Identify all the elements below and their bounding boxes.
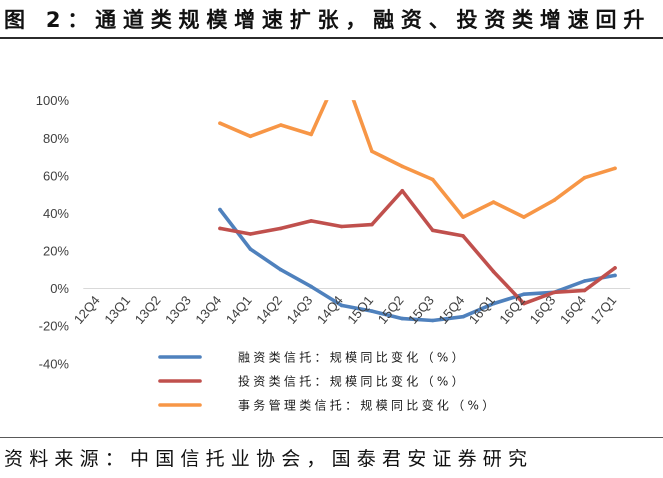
administrative-trust-point <box>400 164 405 169</box>
administrative-trust-point <box>522 215 526 219</box>
administrative-trust-point <box>309 132 314 137</box>
x-tick-label: 13Q2 <box>132 293 164 327</box>
financing-trust-point <box>279 267 283 272</box>
y-tick-label: 100% <box>36 93 70 108</box>
administrative-trust-point <box>340 65 344 69</box>
financing-trust-point <box>248 247 253 251</box>
legend: 融资类信托：规模同比变化（%） 投资类信托：规模同比变化（%） 事务管理类信托：规模… <box>158 350 498 413</box>
x-tick-label: 15Q4 <box>435 293 467 327</box>
source-note: 资料来源：中国信托业协会，国泰君安证券研究 <box>4 448 534 470</box>
investment-trust-line <box>218 189 617 306</box>
administrative-trust-point <box>613 166 617 171</box>
financing-trust-point <box>339 303 344 308</box>
administrative-trust-line <box>218 100 617 219</box>
x-tick-label: 14Q3 <box>284 293 316 327</box>
legend-item: 事务管理类信托：规模同比变化（%） <box>158 398 498 413</box>
financing-trust-point <box>370 309 374 313</box>
investment-trust-point <box>309 219 314 223</box>
x-tick-label: 13Q3 <box>162 293 194 327</box>
financing-trust-point <box>613 273 617 278</box>
x-tick-label: 13Q4 <box>192 293 224 327</box>
administrative-trust-point <box>491 200 496 204</box>
investment-trust-point <box>218 226 222 231</box>
y-tick-label: 40% <box>43 206 69 221</box>
y-axis: 100% 80% 60% 40% 20% 0% -20% -40% <box>36 93 70 371</box>
administrative-trust-point <box>430 177 435 182</box>
administrative-trust-point <box>552 198 556 202</box>
x-tick-label: 15Q2 <box>375 293 407 327</box>
administrative-trust-point <box>218 121 222 125</box>
x-tick-label: 16Q2 <box>496 293 528 327</box>
y-tick-label: -40% <box>39 356 70 371</box>
financing-trust-point <box>218 207 222 212</box>
x-tick-label: 16Q4 <box>557 293 589 327</box>
y-tick-label: 60% <box>43 168 69 183</box>
plot-area <box>218 65 617 323</box>
x-tick-label: 14Q1 <box>223 293 255 327</box>
investment-trust-point <box>400 189 405 193</box>
administrative-trust-point <box>248 134 253 139</box>
investment-trust-point <box>613 266 617 270</box>
investment-trust-point <box>430 228 435 233</box>
investment-trust-point <box>248 232 253 236</box>
investment-trust-point <box>491 269 496 274</box>
x-tick-label: 12Q4 <box>71 293 103 327</box>
y-tick-label: 20% <box>43 244 69 259</box>
investment-trust-point <box>582 288 587 293</box>
legend-label: 投资类信托：规模同比变化（%） <box>238 374 467 389</box>
x-tick-label: 17Q1 <box>587 293 619 327</box>
administrative-trust-series <box>218 65 617 219</box>
financing-trust-point <box>309 284 314 289</box>
y-tick-label: 0% <box>50 281 69 296</box>
investment-trust-series <box>218 189 617 306</box>
x-tick-label: 16Q3 <box>527 293 559 327</box>
investment-trust-point <box>461 234 465 238</box>
x-tick-label: 14Q2 <box>253 293 285 327</box>
financing-trust-point <box>582 279 587 283</box>
legend-item: 投资类信托：规模同比变化（%） <box>158 374 467 389</box>
legend-label: 事务管理类信托：规模同比变化（%） <box>238 398 498 413</box>
financing-trust-point <box>522 292 526 297</box>
title-divider <box>0 37 663 39</box>
x-tick-label: 16Q1 <box>466 293 498 327</box>
financing-trust-point <box>461 314 465 319</box>
y-tick-label: -20% <box>39 319 70 334</box>
legend-item: 融资类信托：规模同比变化（%） <box>158 350 467 365</box>
financing-trust-point <box>430 318 435 323</box>
administrative-trust-point <box>582 175 587 180</box>
investment-trust-point <box>279 226 283 231</box>
figure-title: 图 2：通道类规模增速扩张，融资、投资类增速回升 <box>4 8 652 32</box>
investment-trust-point <box>370 222 374 227</box>
legend-label: 融资类信托：规模同比变化（%） <box>238 350 467 365</box>
x-tick-label: 14Q4 <box>314 293 346 327</box>
x-tick-label: 13Q1 <box>101 293 133 327</box>
y-tick-label: 80% <box>43 131 69 146</box>
source-divider <box>0 437 663 438</box>
financing-trust-point <box>491 301 496 306</box>
investment-trust-point <box>552 290 556 295</box>
administrative-trust-point <box>461 215 465 219</box>
investment-trust-point <box>522 301 526 306</box>
administrative-trust-point <box>370 149 374 154</box>
investment-trust-point <box>339 224 344 229</box>
financing-trust-point <box>400 316 405 321</box>
administrative-trust-point <box>279 123 283 127</box>
